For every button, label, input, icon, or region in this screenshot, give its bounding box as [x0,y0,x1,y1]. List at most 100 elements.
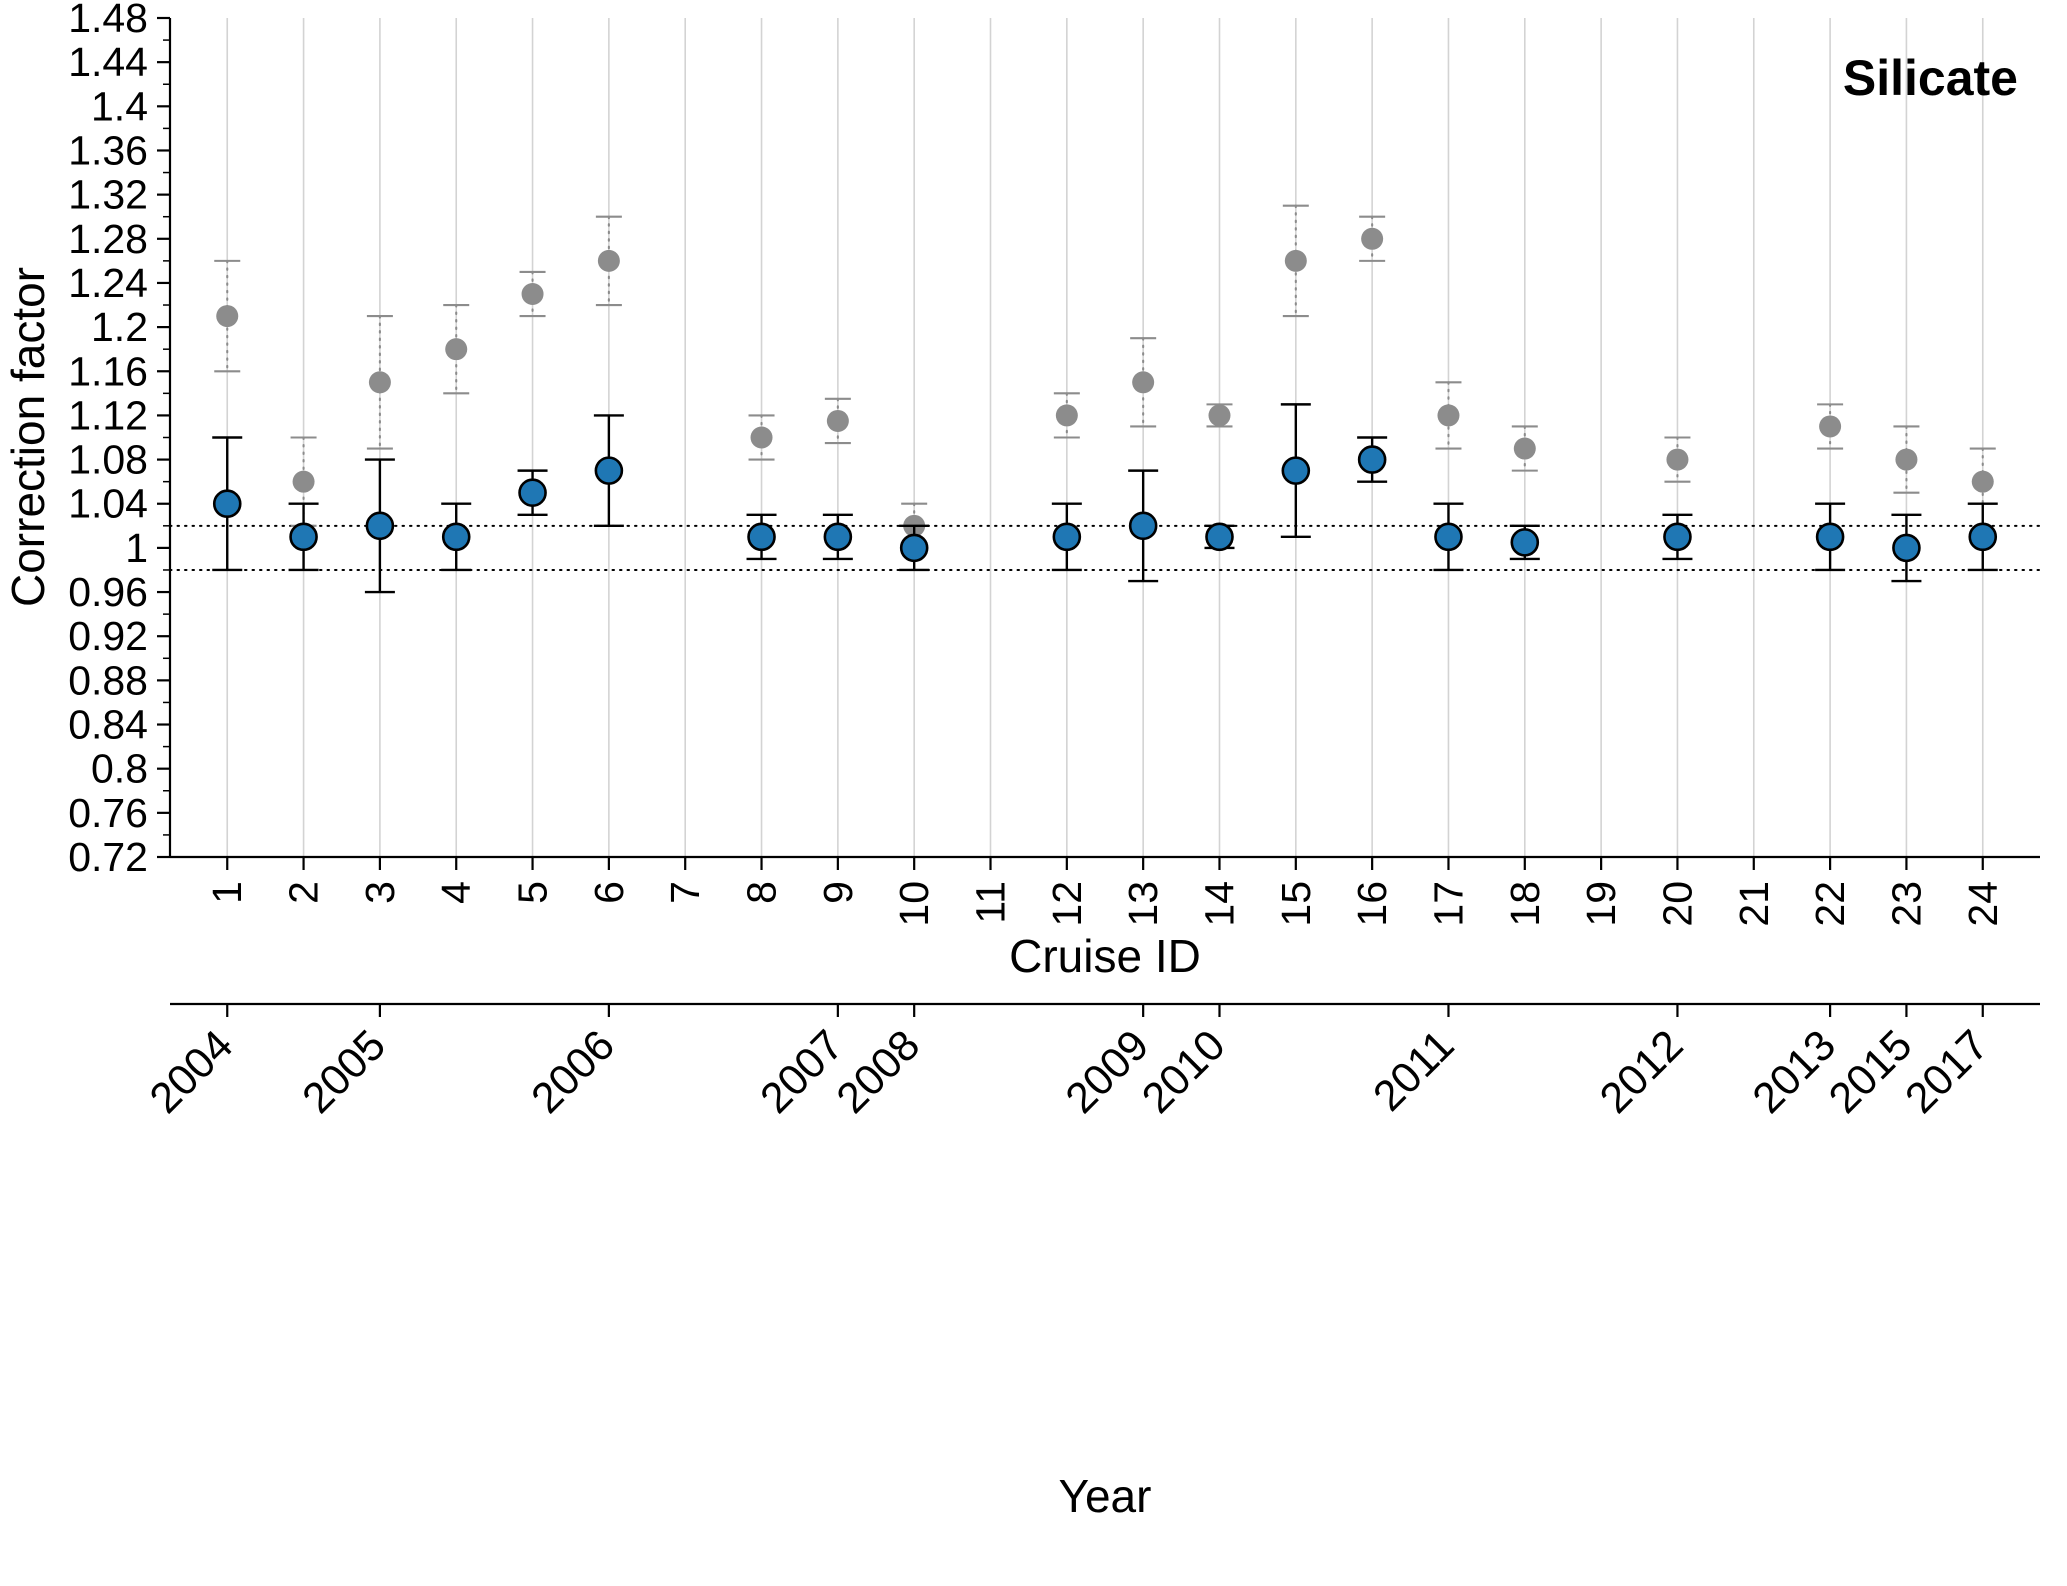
gray-marker [750,426,773,449]
blue-marker [1815,522,1845,552]
gray-marker [1208,404,1231,427]
year-tick-label: 2009 [1057,1021,1159,1123]
blue-marker [1128,511,1158,541]
x-tick-label: 24 [1960,881,2006,927]
y-tick-label: 1.24 [68,260,148,306]
gray-marker [216,305,239,328]
blue-marker [1281,456,1311,485]
x-tick-label: 4 [433,881,479,904]
blue-marker [594,456,624,485]
x-tick-label: 2 [281,881,327,904]
x-tick-label: 23 [1883,881,1929,927]
x-tick-label: 10 [891,881,937,927]
blue-marker [1892,533,1921,563]
y-tick-label: 0.96 [68,569,148,615]
year-tick-label: 2012 [1591,1021,1693,1123]
year-tick-label: 2015 [1820,1021,1922,1123]
year-tick-label: 2004 [141,1021,243,1123]
x-tick-label: 9 [815,881,861,904]
blue-marker [1968,522,1998,552]
y-tick-label: 1.32 [68,172,148,218]
x-tick-label: 20 [1654,881,1700,927]
x-tick-label: 18 [1502,881,1548,927]
year-tick-label: 2013 [1744,1021,1846,1123]
y-axis-label: Correction factor [2,267,54,607]
y-tick-label: 1.12 [68,392,148,438]
y-tick-label: 1.28 [68,216,148,262]
blue-marker [212,489,242,519]
x-tick-label: 6 [586,881,632,904]
year-tick-label: 2005 [293,1021,395,1123]
blue-marker [518,478,547,507]
gray-marker [292,470,315,493]
gray-marker [1895,448,1918,471]
gray-marker [521,282,544,305]
y-tick-label: 0.76 [68,790,148,836]
y-tick-label: 1.48 [68,0,148,41]
chart-title: Silicate [1843,50,2018,106]
year-tick-label: 2017 [1896,1021,1998,1123]
gray-marker [826,409,849,432]
x-tick-label: 1 [204,881,250,904]
y-tick-label: 1.44 [68,39,148,85]
blue-marker [365,511,395,541]
y-tick-label: 0.8 [91,746,148,792]
x-tick-label: 22 [1807,881,1853,927]
y-tick-label: 0.72 [68,834,148,880]
y-tick-label: 1.08 [68,437,148,483]
y-tick-label: 1.4 [91,83,148,129]
blue-marker [441,522,471,552]
blue-marker [1052,522,1082,552]
y-tick-label: 1.16 [68,348,148,394]
gray-marker [1284,249,1307,272]
y-tick-label: 1.04 [68,481,148,527]
x-tick-label: 16 [1349,881,1395,927]
blue-marker [1434,522,1463,552]
year-tick-label: 2011 [1364,1021,1463,1120]
gray-marker [1819,415,1842,438]
blue-marker [1510,528,1540,557]
y-tick-label: 1 [125,525,148,571]
y-tick-label: 0.88 [68,657,148,703]
gray-marker [1361,227,1384,250]
y-tick-label: 0.84 [68,702,148,748]
gray-marker [1513,437,1536,460]
year-axis-label: Year [1059,1470,1152,1522]
x-tick-label: 17 [1425,881,1471,927]
gray-marker [1132,371,1155,394]
x-axis-label: Cruise ID [1009,930,1201,982]
blue-marker [289,522,318,552]
blue-marker [899,533,929,563]
x-tick-label: 15 [1273,881,1319,927]
x-tick-label: 3 [357,881,403,904]
x-tick-label: 8 [739,881,785,904]
blue-marker [1205,522,1234,552]
y-tick-label: 0.92 [68,613,148,659]
x-tick-label: 19 [1578,881,1624,927]
gray-marker [368,371,391,394]
gray-marker [597,249,620,272]
x-tick-label: 13 [1120,881,1166,927]
x-tick-label: 7 [662,881,708,904]
year-tick-label: 2008 [828,1021,930,1123]
blue-marker [1357,445,1387,474]
y-tick-label: 1.36 [68,127,148,173]
x-tick-label: 14 [1196,881,1242,927]
blue-marker [747,522,776,552]
gray-marker [1666,448,1689,471]
x-tick-label: 12 [1044,881,1090,927]
x-tick-label: 21 [1731,881,1777,927]
gray-marker [1971,470,1994,493]
x-tick-label: 11 [968,881,1014,924]
plot-layer: 1.481.441.41.361.321.281.241.21.161.121.… [68,0,2041,1123]
year-tick-label: 2007 [751,1021,853,1123]
year-tick-label: 2006 [522,1021,624,1123]
gray-marker [1437,404,1460,427]
gray-marker [445,338,468,361]
y-tick-label: 1.2 [91,304,148,350]
blue-marker [1663,522,1692,552]
x-tick-label: 5 [510,881,556,904]
year-tick-label: 2010 [1133,1021,1235,1123]
